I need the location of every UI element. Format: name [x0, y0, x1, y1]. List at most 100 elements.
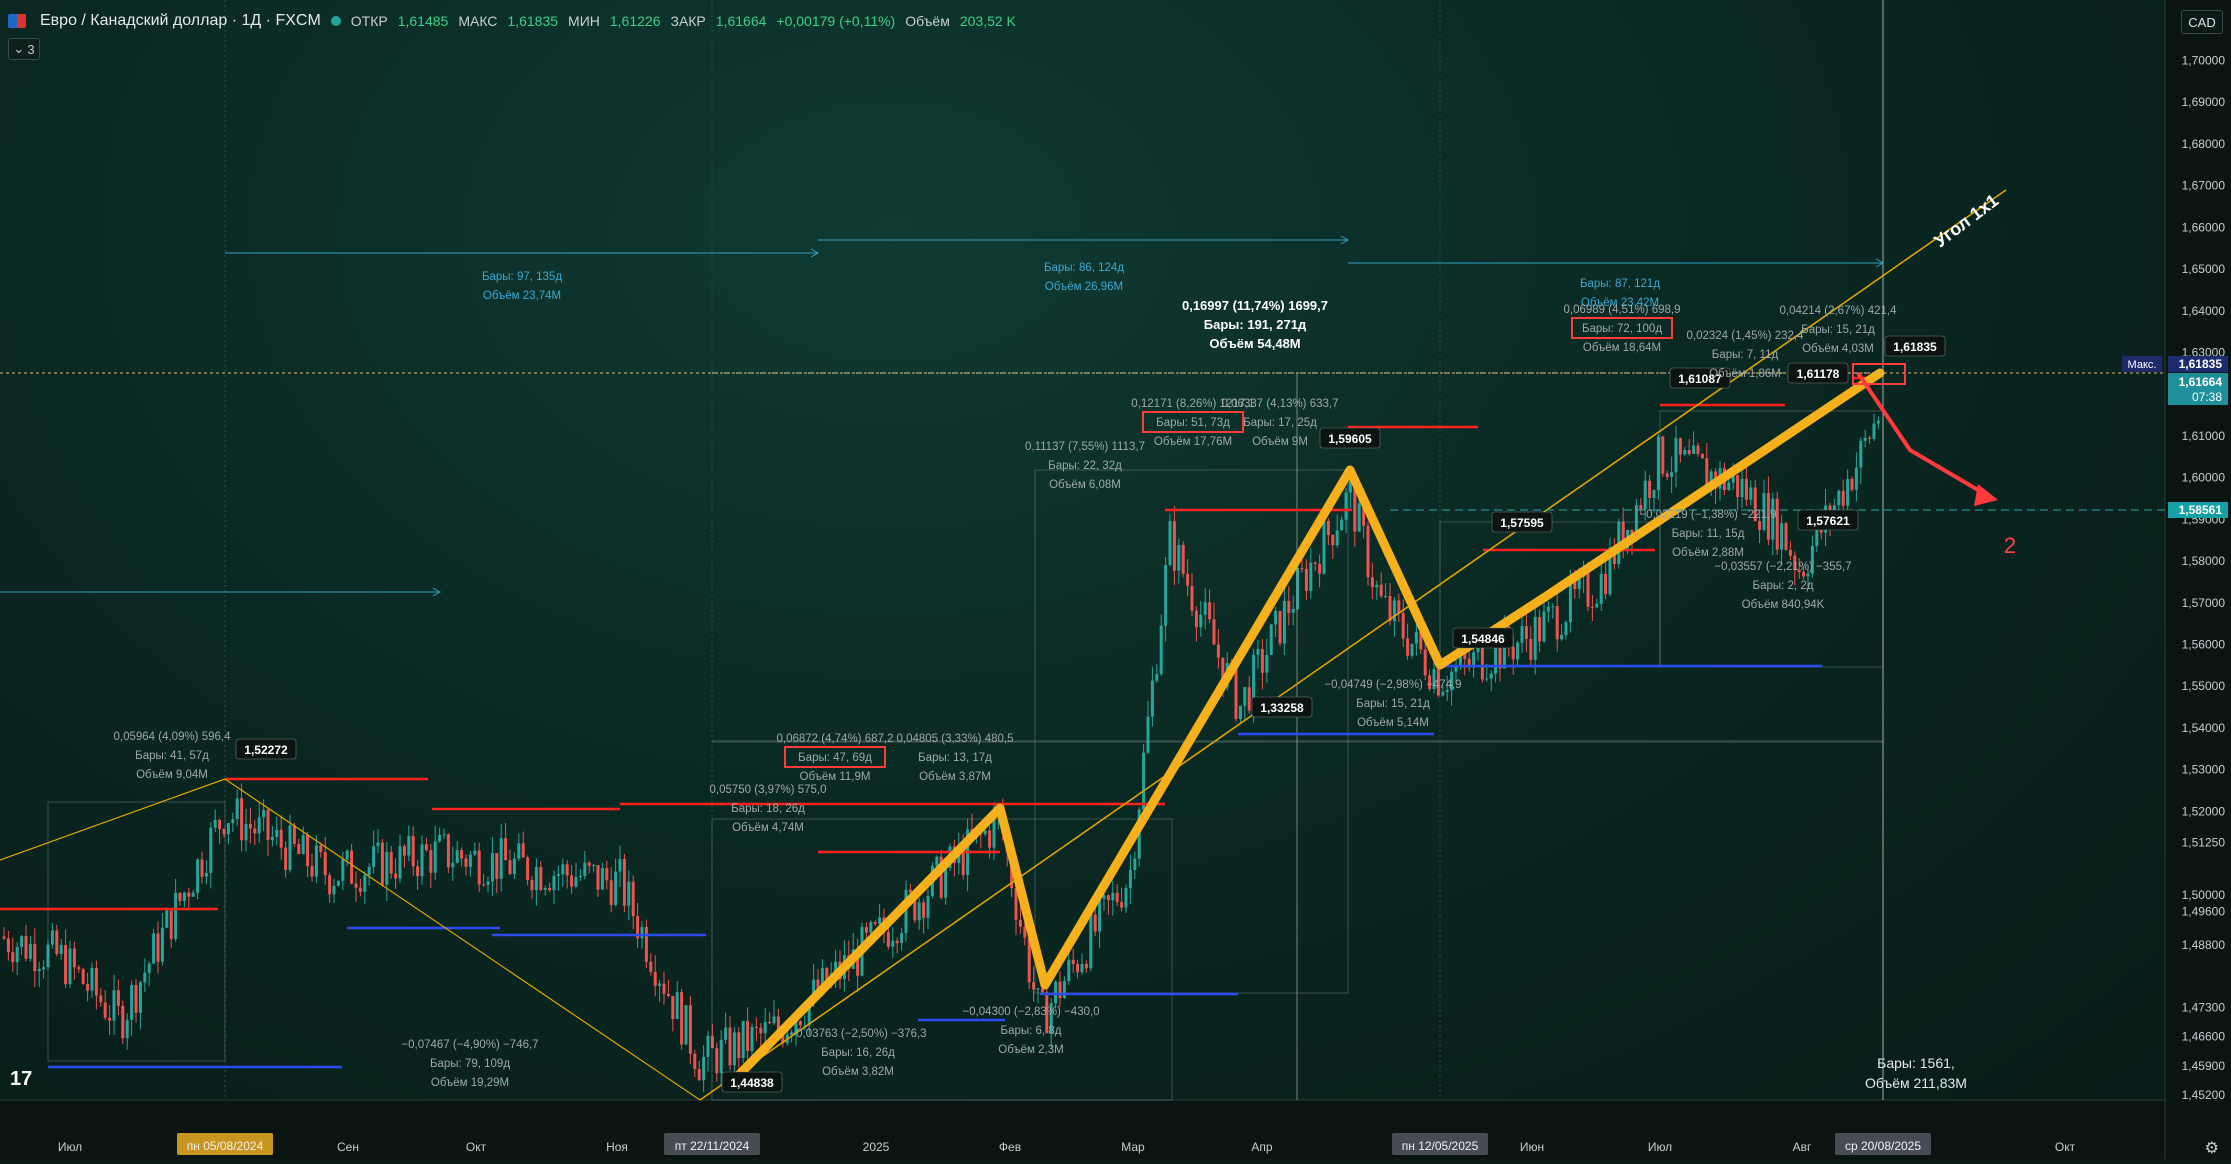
settings-gear-icon[interactable]: ⚙ [2204, 1140, 2219, 1157]
candle-body [130, 984, 134, 1020]
candle-body [1692, 445, 1696, 454]
candle-body [693, 1053, 697, 1070]
level-tag-bg [2168, 502, 2228, 518]
y-tick-label: 1,57000 [2182, 596, 2226, 610]
candle-body [262, 809, 266, 818]
candle-body [1797, 570, 1801, 572]
candle-body [772, 1016, 776, 1024]
candle-body [1568, 580, 1572, 623]
x-tick-label: 2025 [863, 1140, 890, 1154]
candle-body [226, 823, 230, 835]
max-tag-label-bg [2122, 356, 2162, 372]
candle-body [134, 984, 138, 1013]
point-tag-label: 1,52272 [244, 743, 288, 757]
candle-body [1727, 482, 1731, 490]
candle-body [1115, 892, 1119, 903]
candle-body [266, 809, 270, 840]
y-tick-label: 1,58000 [2182, 554, 2226, 568]
annotation-line: Объём 1,86M [1709, 368, 1781, 380]
candle-body [424, 844, 428, 851]
candle-body [1753, 487, 1757, 522]
candle-body [1436, 669, 1440, 696]
candle-body [1243, 687, 1247, 706]
candle-body [1309, 562, 1313, 591]
candle-body [1164, 565, 1168, 626]
candle-body [1098, 898, 1102, 932]
candle-body [398, 846, 402, 879]
candle-body [1379, 584, 1383, 597]
y-tick-label: 1,48800 [2182, 938, 2226, 952]
annotation-line: −0,03763 (−2,50%) −376,3 [789, 1028, 926, 1040]
candle-body [1841, 490, 1845, 506]
candle-body [1348, 480, 1352, 493]
candle-body [1771, 498, 1775, 540]
symbol-title[interactable]: Евро / Канадский доллар · 1Д · FXCM [40, 12, 321, 29]
annotation-line: Бары: 2, 2д [1753, 580, 1814, 592]
annotation-line: Объём 23,42M [1581, 297, 1659, 309]
candle-body [552, 875, 556, 891]
annotation-line: 0,05964 (4,09%) 596,4 [113, 731, 231, 743]
forecast-arrow-head [1974, 484, 1998, 506]
candle-body [328, 875, 332, 895]
currency-button[interactable]: CAD [2181, 10, 2223, 34]
annotation-line: Бары: 22, 32д [1048, 460, 1122, 472]
candle-body [1172, 521, 1176, 571]
annotation-line: Бары: 86, 124д [1044, 262, 1124, 274]
candle-body [1555, 606, 1559, 640]
highlight-box [784, 746, 886, 768]
candle-body [345, 850, 349, 860]
point-tag-label: 1,61087 [1678, 372, 1722, 386]
candle-body [904, 889, 908, 934]
level-tag-value: 1,58561 [2179, 503, 2223, 517]
candle-body [42, 967, 46, 970]
range-arrow-head [810, 248, 820, 258]
candle-body [332, 885, 336, 895]
y-tick-label: 1,45200 [2182, 1088, 2226, 1102]
candle-body [662, 983, 666, 994]
candle-body [609, 880, 613, 906]
candle-body [1203, 602, 1207, 615]
tradingview-logo-icon[interactable]: 17 [10, 1068, 33, 1090]
range-arrow-head [432, 587, 442, 597]
candle-body [715, 1048, 719, 1074]
candle-body [178, 892, 182, 902]
candle-body [143, 972, 147, 983]
candle-body [534, 867, 538, 891]
candle-body [420, 844, 424, 877]
annotation-line: Бары: 72, 100д [1582, 323, 1662, 335]
annotation-line: 0,11137 (7,55%) 1113,7 [1025, 441, 1145, 453]
candle-body [1520, 626, 1524, 643]
candle-body [1476, 647, 1480, 653]
open-label: ОТКР [350, 13, 388, 29]
annotation-line: Бары: 13, 17д [918, 752, 992, 764]
candle-body [878, 917, 882, 924]
candle-body [191, 892, 195, 897]
candle-body [1274, 610, 1278, 625]
close-value: 1,61664 [715, 13, 767, 29]
candle-body [1859, 440, 1863, 468]
candle-body [530, 880, 534, 891]
candle-body [1696, 445, 1700, 454]
candle-body [1450, 671, 1454, 691]
candle-body [1397, 600, 1401, 614]
candle-body [306, 834, 310, 867]
candle-body [1441, 692, 1445, 696]
candle-body [1489, 673, 1493, 679]
candle-body [90, 967, 94, 991]
max-tag-label: Макс. [2128, 359, 2157, 371]
candle-body [728, 1027, 732, 1066]
time-range-arrows [0, 235, 1885, 597]
candle-body [33, 944, 37, 972]
candle-body [706, 1035, 710, 1057]
y-tick-label: 1,68000 [2182, 137, 2226, 151]
candle-body [1652, 490, 1656, 498]
candle-body [1802, 571, 1806, 577]
candle-body [394, 873, 398, 879]
indicators-toggle-button[interactable]: ⌄ 3 [8, 38, 40, 60]
candle-body [891, 940, 895, 947]
highlight-box-max [1852, 363, 1906, 385]
y-tick-label: 1,66000 [2182, 220, 2226, 234]
candle-body [1124, 887, 1128, 908]
